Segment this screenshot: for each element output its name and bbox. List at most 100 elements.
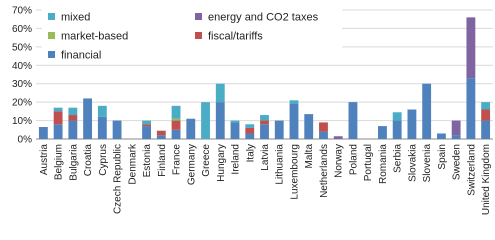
legend-swatch [195,13,202,20]
legend-label: financial [61,50,101,62]
bar-segment [142,124,151,127]
bar-segment [481,109,491,121]
y-tick-label: 10% [12,116,32,127]
bar-segment [142,120,151,125]
bar-segment [392,120,402,139]
bar-segment [112,120,122,139]
bar-segment [481,102,491,110]
bar-segment [97,105,107,117]
bar-segment [171,120,181,130]
y-tick-label: 50% [12,42,32,53]
x-tick-label: Latvia [260,144,271,171]
legend-swatch [48,32,55,39]
bar-segment [333,136,343,139]
legend-label: energy and CO2 taxes [208,12,319,24]
bar-segment [68,120,78,139]
x-tick-label: Luxembourg [289,144,300,200]
legend-box [42,9,342,63]
bar-segment [156,130,166,136]
legend-swatch [48,51,55,58]
x-tick-label: Italy [245,144,256,162]
x-tick-label: Finland [157,144,168,177]
x-tick-label: Hungary [216,144,227,182]
bar-segment [451,120,461,136]
bar-segment [142,126,151,139]
x-tick-label: Sweden [452,144,463,180]
bar-segment [319,131,328,139]
x-tick-label: Bulgaria [68,144,79,181]
x-tick-label: Croatia [83,144,94,177]
bar-segment [481,120,491,139]
bar-segment [436,133,446,139]
y-tick-label: 30% [12,79,32,90]
x-tick-label: Portugal [363,144,374,181]
x-tick-label: Lithuania [275,144,286,185]
x-tick-label: Greece [201,144,212,177]
bar-segment [83,98,93,139]
bar-segment [186,118,196,139]
bar-segment [53,111,63,125]
bar-segment [245,124,255,128]
bar-segment [171,129,181,139]
bar-segment [274,120,284,139]
x-tick-label: France [172,144,183,176]
x-tick-label: Norway [334,144,345,178]
bar-segment [319,122,328,132]
bar-segment [53,124,63,139]
legend-swatch [195,32,202,39]
bar-segment [260,124,269,139]
chart: 0% 10% 20% 30% 40% 50% 60% 70% Austria Belgium Bul… [12,6,493,215]
bar-segment [215,102,225,139]
x-tick-label: Malta [304,144,315,169]
bar-segment [230,120,240,123]
bar-segment [466,78,476,139]
bar-segment [451,135,461,139]
y-tick-label: 70% [12,6,32,17]
bar-segment [171,118,181,121]
x-tick-label: Spain [437,144,448,170]
x-tick-label: Denmark [127,143,138,185]
x-tick-label: Serbia [393,144,404,173]
x-tick-label: Netherlands [319,144,330,198]
y-tick-label: 0% [18,135,33,146]
legend-label: fiscal/tariffs [208,31,263,43]
bar-segment [245,127,255,134]
bar-segment [68,107,78,116]
bar-segment [348,102,358,139]
x-tick-label: Ireland [231,144,242,175]
y-tick-label: 20% [12,98,32,109]
bar-segment [201,102,210,139]
bar-segment [68,115,78,121]
bar-segment [289,100,299,104]
x-tick-label: United Kingdom [481,144,492,215]
bar-segment [392,112,402,121]
x-tick-label: Austria [39,144,50,176]
x-tick-label: Cyprus [98,144,109,176]
bar-segment [378,126,387,139]
bar-segment [38,127,48,139]
bar-segment [422,83,432,139]
x-tick-label: Switzerland [466,144,477,196]
x-tick-label: Slovenia [422,144,433,183]
bar-segment [289,103,299,139]
bar-segment [97,116,107,139]
bar-segment [156,135,166,139]
legend-swatch [48,13,55,20]
x-tick-label: Czech Republic [113,144,124,214]
bar-segment [215,83,225,103]
bar-segment [230,122,240,139]
bar-segment [171,105,181,119]
x-tick-label: Germany [186,144,197,185]
bar-segment [260,115,269,121]
bar-segment [53,107,63,112]
x-tick-label: Estonia [142,144,153,178]
legend-label: mixed [61,12,90,24]
bar-segment [466,17,476,79]
bar-segment [304,114,314,139]
bar-segment [260,120,269,125]
x-tick-label: Poland [348,144,359,175]
bar-segment [245,133,255,139]
y-tick-label: 60% [12,24,32,35]
x-tick-label: Slovakia [407,144,418,182]
x-tick-label: Romania [378,144,389,184]
